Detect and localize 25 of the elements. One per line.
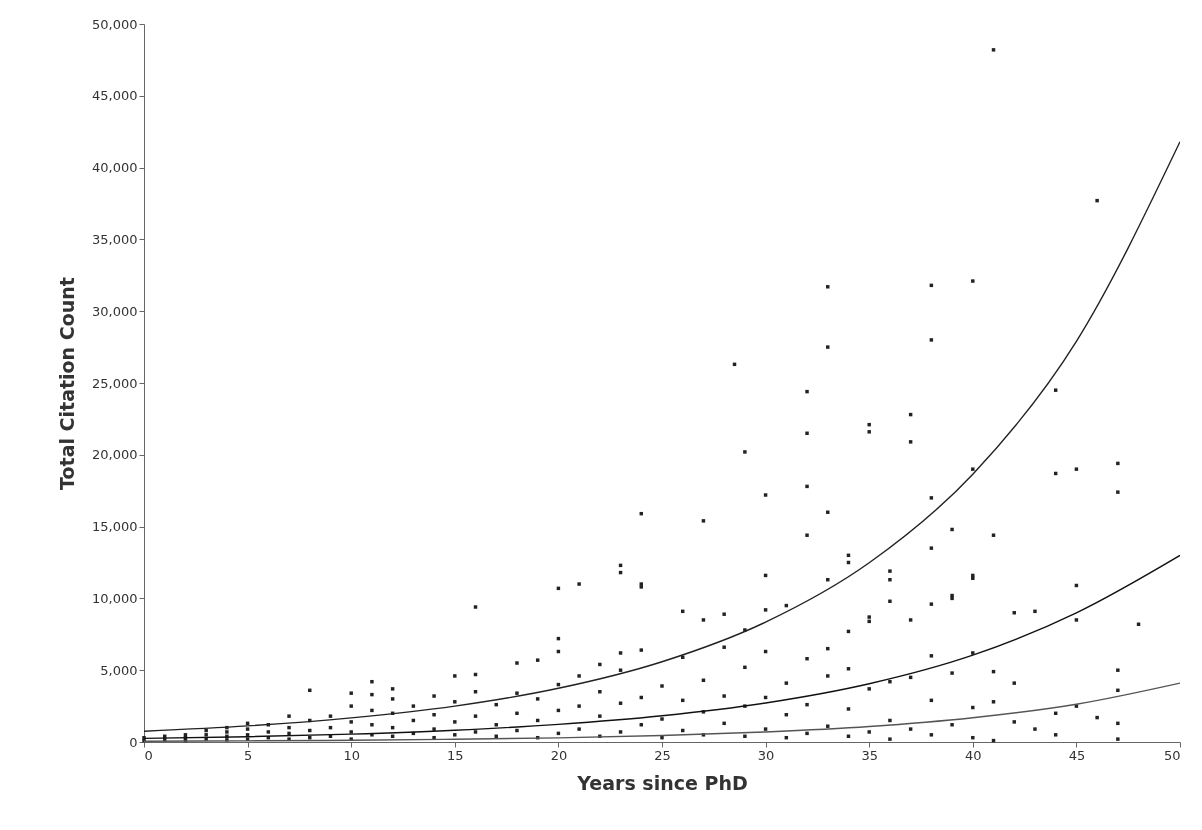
x-tick-label: 40: [965, 747, 982, 763]
x-tick-label: 35: [861, 747, 878, 763]
x-tick-label: 50: [1163, 747, 1181, 763]
y-tick-label: 40,000: [92, 160, 138, 176]
y-tick-label: 30,000: [92, 303, 138, 319]
x-tick-label: 45: [1068, 747, 1086, 763]
x-tick-label: 20: [550, 747, 568, 763]
y-tick-label: 0: [129, 734, 138, 750]
y-tick-label: 15,000: [92, 519, 138, 535]
x-axis-title: Years since PhD: [576, 771, 748, 794]
y-tick-label: 10,000: [92, 590, 138, 606]
y-tick-label: 5,000: [100, 662, 138, 678]
x-tick-label: 10: [343, 747, 360, 763]
y-tick-label: 25,000: [92, 375, 138, 391]
y-tick-label: 45,000: [92, 88, 138, 104]
x-tick-label: 15: [447, 747, 464, 763]
y-tick-label: 50,000: [92, 16, 138, 32]
x-tick-label: 25: [654, 747, 671, 763]
y-tick-label: 35,000: [92, 231, 138, 247]
y-axis-title: Total Citation Count: [56, 277, 79, 490]
line-series: [144, 141, 1180, 732]
y-tick-label: 20,000: [92, 447, 138, 463]
x-tick-label: 5: [243, 747, 253, 763]
x-tick-label: 30: [757, 747, 775, 763]
x-tick-label: 0: [144, 747, 153, 763]
